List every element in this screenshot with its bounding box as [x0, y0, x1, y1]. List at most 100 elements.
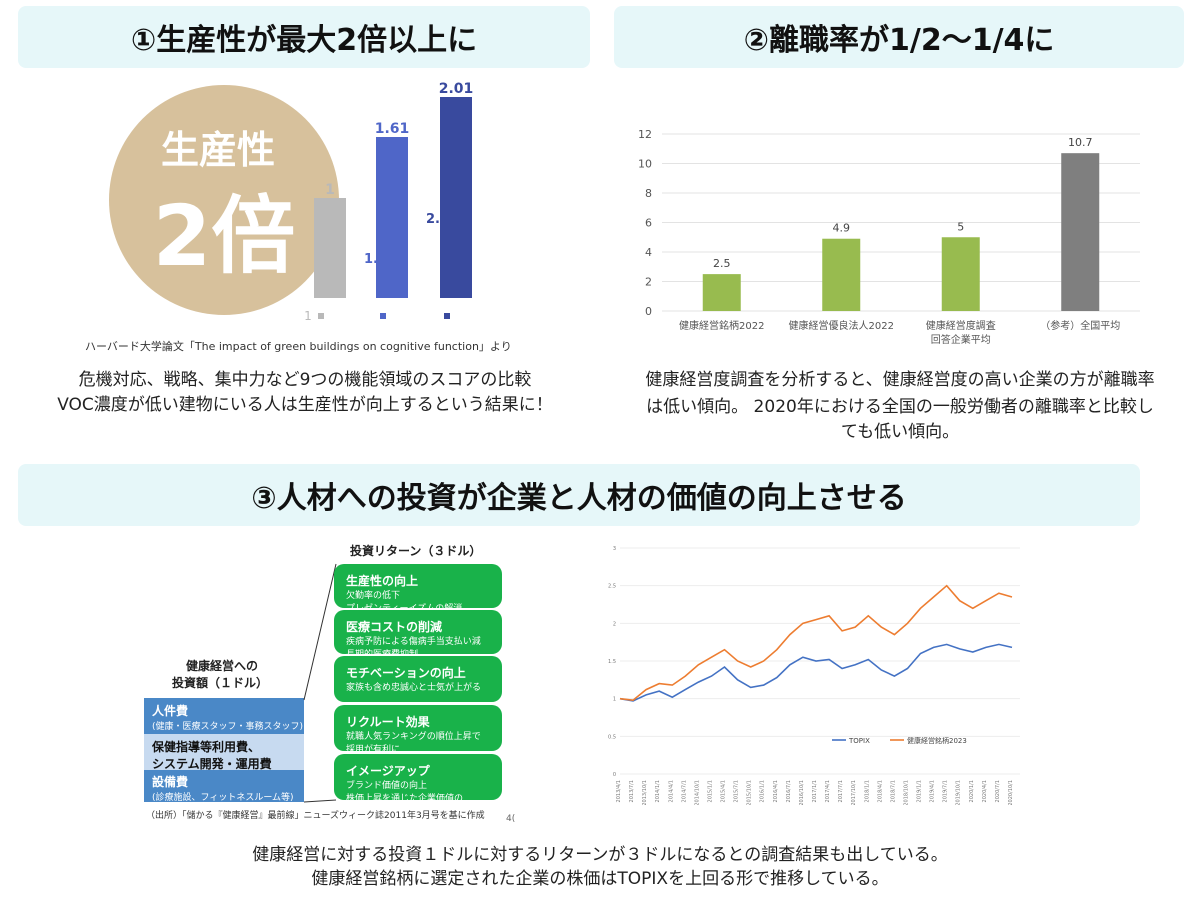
stock-y-tick-2: 1 [613, 697, 616, 703]
section1-desc-line2: VOC濃度が低い建物にいる人は生産性が向上するという結果に！ [57, 395, 553, 415]
turnover-bar-2 [822, 238, 861, 311]
return-item-3-sub1: 家族も含め忠誠心と士気が上がる [346, 683, 482, 693]
stock-x-tick-27: 2020/1/1 [969, 780, 975, 802]
invest-item-2: 保健指導等利用費、 システム開発・運用費 [144, 734, 304, 771]
return-item-4: リクルート効果 就職人気ランキングの順位上昇で 採用が有利に [334, 705, 502, 755]
invest-item-3-sub: (診療施設、フィットネスルーム等) [152, 793, 294, 803]
stock-y-tick-6: 3 [613, 546, 616, 552]
return-item-5: イメージアップ ブランド価値の向上 株価上昇を通じた企業価値の [334, 754, 502, 804]
returns-title: 投資リターン（３ドル） [350, 544, 482, 558]
stock-x-tick-20: 2018/4/1 [877, 780, 883, 802]
turnover-y-tick-6: 12 [638, 128, 652, 141]
section2-desc-line2: は低い傾向。 2020年における全国の一般労働者の離職率と比較し [646, 397, 1154, 417]
return-item-2-sub1: 疾病予防による傷病手当支払い減 [346, 637, 481, 647]
stock-x-tick-15: 2017/1/1 [812, 780, 818, 802]
invest-item-2-title: 保健指導等利用費、 [152, 740, 261, 754]
invest-item-3-title: 設備費 [152, 775, 189, 789]
stock-y-tick-5: 2.5 [608, 584, 616, 590]
stock-x-tick-4: 2014/4/1 [668, 780, 674, 802]
turnover-value-label-3: 5 [957, 220, 964, 233]
stock-x-tick-14: 2016/10/1 [799, 780, 805, 805]
invest-item-1-sub: (健康・医療スタッフ・事務スタッフ) [152, 722, 304, 732]
invest-title-2: 投資額（１ドル） [172, 676, 269, 690]
section2-header: ②離職率が1/2〜1/4に [614, 6, 1184, 68]
turnover-category-label-2: 健康経営優良法人2022 [789, 319, 894, 332]
section2-desc-line1: 健康経営度調査を分析すると、健康経営度の高い企業の方が離職率 [645, 370, 1155, 390]
invest-item-1: 人件費 (健康・医療スタッフ・事務スタッフ) [144, 698, 304, 734]
diagram-source: （出所）「儲かる『健康経営』最前線」ニューズウィーク誌2011年3月号を基に作成 [146, 811, 485, 821]
stock-x-tick-10: 2015/10/1 [747, 780, 753, 805]
productivity-bar-1 [314, 198, 346, 298]
turnover-category-label-4: （参考）全国平均 [1040, 319, 1120, 332]
stock-y-tick-3: 1.5 [608, 659, 616, 665]
stock-legend-label-1: TOPIX [848, 737, 870, 745]
turnover-y-tick-2: 4 [645, 246, 652, 259]
stock-x-tick-24: 2019/4/1 [930, 780, 936, 802]
return-item-5-sub1: ブランド価値の向上 [346, 781, 428, 791]
productivity-partial-label-1: 1. [364, 252, 378, 267]
stock-x-tick-13: 2016/7/1 [786, 780, 792, 802]
turnover-bar-1 [702, 274, 741, 311]
stock-x-tick-7: 2015/1/1 [707, 780, 713, 802]
stock-x-tick-1: 2013/7/1 [629, 780, 635, 802]
return-item-4-title: リクルート効果 [346, 715, 430, 729]
productivity-value-label-1: 1 [325, 182, 335, 198]
turnover-bar-4 [1061, 153, 1100, 311]
productivity-circle [109, 85, 339, 315]
stock-x-tick-21: 2018/7/1 [890, 780, 896, 802]
stock-x-tick-3: 2014/1/1 [655, 780, 661, 802]
stock-x-tick-23: 2019/1/1 [917, 780, 923, 802]
turnover-value-label-1: 2.5 [713, 257, 731, 270]
turnover-category-sublabel-3: 回答企業平均 [931, 333, 991, 346]
productivity-bar-2 [376, 137, 408, 298]
stock-x-tick-16: 2017/4/1 [825, 780, 831, 802]
section3-header: ③人材への投資が企業と人材の価値の向上させる [18, 464, 1140, 526]
turnover-y-tick-0: 0 [645, 305, 652, 318]
section3-desc-line2: 健康経営銘柄に選定された企業の株価はTOPIXを上回る形で推移している。 [311, 869, 889, 889]
return-item-3: モチベーションの向上 家族も含め忠誠心と士気が上がる [334, 656, 502, 702]
turnover-bar-3 [941, 237, 980, 311]
stock-y-tick-1: 0.5 [608, 734, 616, 740]
productivity-legend-marker-2 [380, 313, 386, 319]
productivity-partial-label-2: 2. [426, 212, 440, 227]
return-item-1: 生産性の向上 欠勤率の低下 プレゼンティーイズムの解消 [334, 564, 502, 614]
stock-x-tick-28: 2020/4/1 [982, 780, 988, 802]
turnover-y-tick-5: 10 [638, 158, 652, 171]
stock-x-tick-17: 2017/7/1 [838, 780, 844, 802]
productivity-chart: 生産性 2倍 1 1.61 2.01 1 1. 2. [109, 81, 474, 323]
stock-y-tick-4: 2 [613, 621, 616, 627]
stock-x-tick-18: 2017/10/1 [851, 780, 857, 805]
stock-x-tick-2: 2013/10/1 [642, 780, 648, 805]
productivity-bar-3 [440, 97, 472, 298]
productivity-legend-marker-1 [318, 313, 324, 319]
productivity-legend-marker-3 [444, 313, 450, 319]
stock-x-tick-12: 2016/4/1 [773, 780, 779, 802]
turnover-category-label-3: 健康経営度調査 [926, 319, 996, 332]
circle-label-double: 2倍 [153, 187, 295, 285]
section3-desc-line1: 健康経営に対する投資１ドルに対するリターンが３ドルになるとの調査結果も出している… [252, 845, 948, 865]
turnover-y-tick-4: 8 [645, 187, 652, 200]
stock-x-tick-29: 2020/7/1 [995, 780, 1001, 802]
stock-x-tick-22: 2018/10/1 [903, 780, 909, 805]
turnover-y-tick-1: 2 [645, 276, 652, 289]
stock-legend-label-2: 健康経営銘柄2023 [907, 736, 967, 745]
productivity-value-label-2: 1.61 [375, 121, 410, 137]
turnover-value-label-4: 10.7 [1068, 136, 1093, 149]
return-item-2-sub2: 長期的医療費抑制 [346, 650, 419, 660]
invest-item-1-title: 人件費 [152, 704, 189, 718]
turnover-chart: 0 2 4 6 8 10 12 2.5 健康経営銘柄2022 4.9 健康経営優良法人2022 5 健康… [638, 128, 1140, 346]
return-item-1-title: 生産性の向上 [346, 574, 419, 588]
invest-item-2-sub: システム開発・運用費 [152, 757, 272, 771]
return-item-4-sub2: 採用が有利に [346, 745, 401, 755]
turnover-value-label-2: 4.9 [833, 222, 851, 235]
stock-x-tick-6: 2014/10/1 [694, 780, 700, 805]
turnover-y-tick-3: 6 [645, 217, 652, 230]
productivity-value-label-3: 2.01 [439, 81, 474, 97]
stock-x-tick-8: 2015/4/1 [721, 780, 727, 802]
return-item-5-title: イメージアップ [346, 764, 430, 778]
circle-label-productivity: 生産性 [161, 128, 275, 172]
return-item-2: 医療コストの削減 疾病予防による傷病手当支払い減 長期的医療費抑制 [334, 610, 502, 660]
section1-source: ハーバード大学論文「The impact of green buildings … [85, 340, 512, 353]
section1-header: ①生産性が最大2倍以上に [18, 6, 590, 68]
invest-title-1: 健康経営への [186, 659, 259, 673]
